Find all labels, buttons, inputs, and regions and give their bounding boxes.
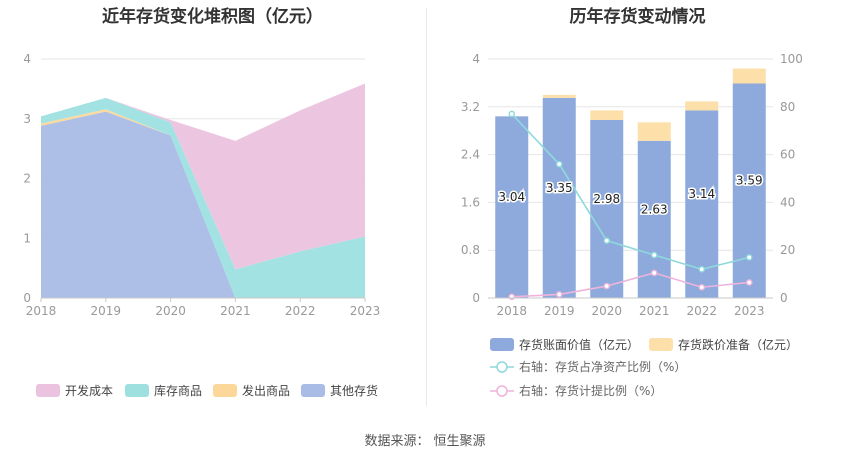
point-provision-ratio xyxy=(603,282,611,290)
right-x-tick-label: 2023 xyxy=(734,304,765,318)
right-x-tick-label: 2021 xyxy=(639,304,670,318)
bar-impairment-reserve xyxy=(542,94,576,98)
bar-inventory-value xyxy=(542,97,576,299)
right-y-tick-label: 3.2 xyxy=(461,100,480,114)
right-y2-tick-label: 0 xyxy=(780,291,788,305)
point-ratio-net-assets xyxy=(508,110,516,118)
bar-data-label: 3.04 xyxy=(498,190,525,204)
right-legend-swatch xyxy=(649,338,673,351)
right-y2-tick-label: 80 xyxy=(780,100,795,114)
left-y-tick-label: 2 xyxy=(23,172,31,186)
point-ratio-net-assets xyxy=(698,266,706,273)
right-y-tick-label: 0.8 xyxy=(461,243,480,257)
bar-data-label: 2.63 xyxy=(641,202,668,216)
left-y-tick-label: 3 xyxy=(23,112,31,126)
point-provision-ratio xyxy=(508,293,516,301)
left-legend-swatch xyxy=(125,384,149,397)
right-chart-title: 历年存货变动情况 xyxy=(569,7,706,27)
source-name: 恒生聚源 xyxy=(433,434,486,449)
bar-inventory-value xyxy=(495,116,529,298)
bar-impairment-reserve xyxy=(590,110,624,120)
left-x-tick-label: 2019 xyxy=(91,304,122,318)
right-legend-label: 存货账面价值（亿元） xyxy=(519,337,639,352)
panel-divider xyxy=(426,8,427,406)
right-y-tick-label: 0 xyxy=(472,291,480,305)
bar-data-label: 3.35 xyxy=(546,181,573,195)
left-legend-swatch xyxy=(213,384,237,397)
right-x-tick-label: 2018 xyxy=(496,304,527,318)
left-area-开发成本 xyxy=(41,83,365,270)
line-provision-ratio xyxy=(511,272,750,298)
point-ratio-net-assets xyxy=(745,254,753,261)
bar-inventory-value xyxy=(732,83,766,298)
left-x-tick-label: 2022 xyxy=(285,304,316,318)
right-y-tick-label: 1.6 xyxy=(461,195,480,209)
bar-impairment-reserve xyxy=(637,122,671,141)
bar-impairment-reserve xyxy=(685,101,719,111)
right-y2-tick-label: 40 xyxy=(780,195,795,209)
right-y2-tick-label: 100 xyxy=(780,52,803,66)
point-provision-ratio xyxy=(698,283,706,291)
right-legend-label: 右轴：存货计提比例（%） xyxy=(519,383,662,398)
point-ratio-net-assets xyxy=(555,160,563,168)
right-x-tick-label: 2019 xyxy=(544,304,575,318)
right-y-tick-label: 4 xyxy=(472,52,480,66)
left-y-tick-label: 0 xyxy=(23,291,31,305)
right-legend-swatch xyxy=(490,338,514,351)
left-x-tick-label: 2023 xyxy=(350,304,381,318)
right-legend-marker xyxy=(496,385,508,397)
left-y-tick-label: 1 xyxy=(23,231,31,245)
left-legend-swatch xyxy=(36,384,60,397)
bar-inventory-value xyxy=(590,119,624,298)
left-area-其他存货 xyxy=(41,111,365,298)
left-area-库存商品 xyxy=(41,97,365,299)
right-legend-label: 存货跌价准备（亿元） xyxy=(678,337,798,352)
source-note: 数据来源： 恒生聚源 xyxy=(0,430,850,449)
right-legend-label: 右轴：存货占净资产比例（%） xyxy=(519,359,686,374)
bar-data-label: 3.14 xyxy=(688,187,715,201)
left-chart-title: 近年存货变化堆积图（亿元） xyxy=(102,7,323,27)
left-legend-swatch xyxy=(301,384,325,397)
left-x-tick-label: 2021 xyxy=(220,304,251,318)
bar-data-label: 3.59 xyxy=(736,174,763,188)
left-legend-label: 开发成本 xyxy=(65,383,113,398)
left-legend-label: 其他存货 xyxy=(330,383,378,398)
point-provision-ratio xyxy=(650,269,658,277)
right-y2-tick-label: 60 xyxy=(780,148,795,162)
line-ratio-net-assets xyxy=(511,113,750,271)
right-legend-marker xyxy=(496,361,508,373)
bar-impairment-reserve xyxy=(732,68,766,84)
left-y-tick-label: 4 xyxy=(23,52,31,66)
point-provision-ratio xyxy=(745,279,753,286)
right-y-tick-label: 2.4 xyxy=(461,148,480,162)
left-x-tick-label: 2018 xyxy=(26,304,57,318)
right-y2-tick-label: 20 xyxy=(780,243,795,257)
left-legend-label: 发出商品 xyxy=(242,383,290,398)
point-provision-ratio xyxy=(555,291,563,298)
point-ratio-net-assets xyxy=(650,251,658,259)
right-x-tick-label: 2020 xyxy=(591,304,622,318)
right-x-tick-label: 2022 xyxy=(686,304,717,318)
left-legend-label: 库存商品 xyxy=(154,383,202,398)
bar-data-label: 2.98 xyxy=(593,192,620,206)
point-ratio-net-assets xyxy=(603,237,611,244)
source-label: 数据来源： xyxy=(364,434,430,449)
left-x-tick-label: 2020 xyxy=(155,304,186,318)
